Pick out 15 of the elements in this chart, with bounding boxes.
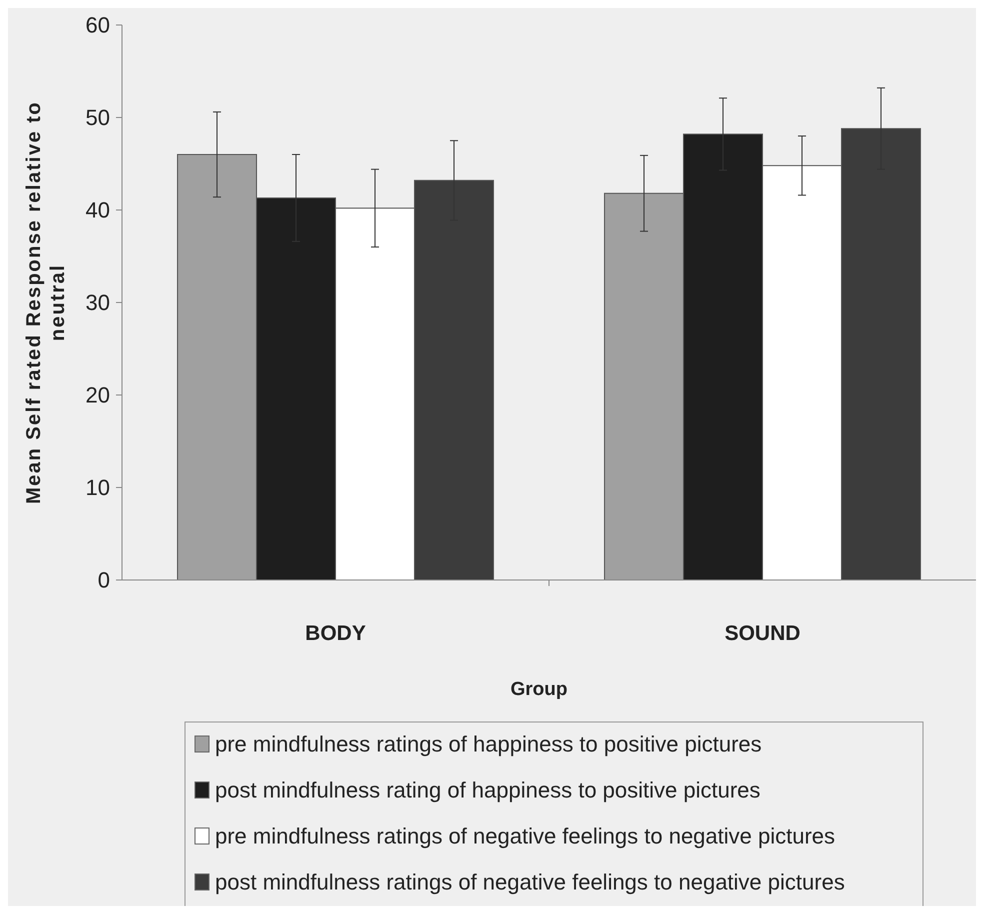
y-tick-label: 0 bbox=[98, 568, 110, 593]
y-tick-label: 50 bbox=[86, 105, 110, 130]
x-tick-label: SOUND bbox=[724, 622, 800, 645]
legend-label: post mindfulness rating of happiness to positive pictures bbox=[215, 778, 760, 803]
y-tick-label: 20 bbox=[86, 382, 110, 408]
x-tick-label: BODY bbox=[305, 622, 366, 645]
x-axis-title: Group bbox=[510, 679, 568, 700]
y-tick-label: 40 bbox=[86, 198, 110, 223]
legend-label: post mindfulness ratings of negative feelings to negative pictures bbox=[215, 870, 845, 895]
y-tick-label: 10 bbox=[86, 475, 110, 500]
legend-label: pre mindfulness ratings of negative feelings to negative pictures bbox=[215, 824, 836, 849]
y-tick-label: 60 bbox=[86, 12, 110, 38]
legend-label: pre mindfulness ratings of happiness to positive pictures bbox=[215, 732, 762, 757]
y-axis-title: Mean Self rated Response relative to neutral bbox=[23, 100, 69, 504]
y-tick-label: 30 bbox=[86, 290, 110, 316]
